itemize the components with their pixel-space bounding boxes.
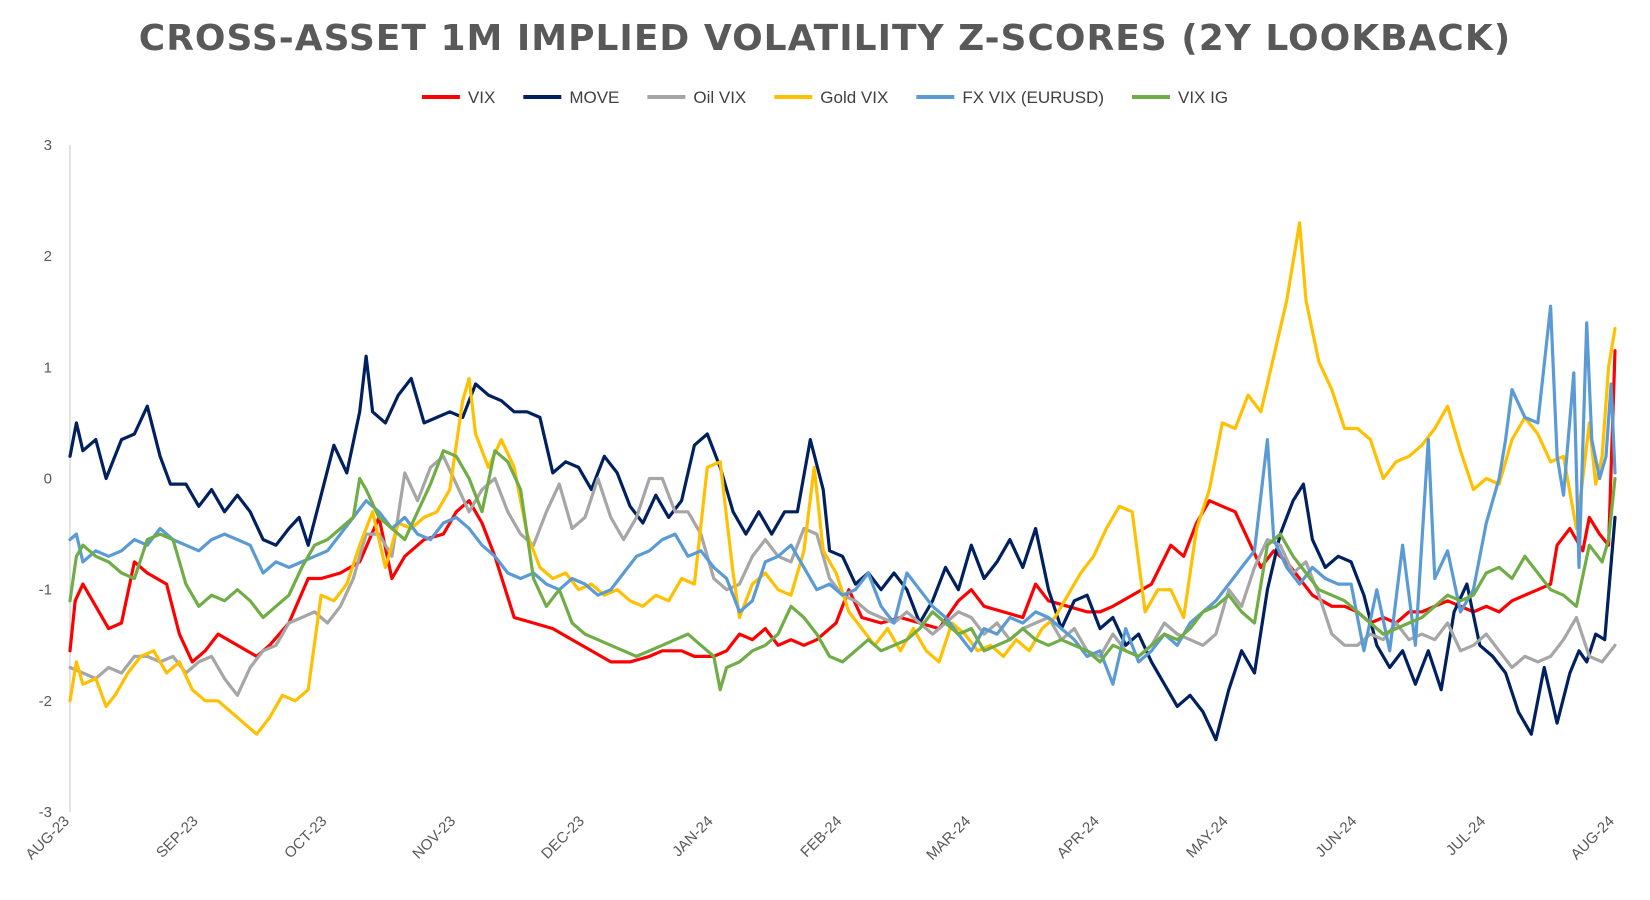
legend-label: Oil VIX xyxy=(693,88,746,107)
legend-item: FX VIX (EURUSD) xyxy=(916,88,1104,107)
chart-title: CROSS-ASSET 1M IMPLIED VOLATILITY Z-SCOR… xyxy=(138,18,1512,59)
legend-item: VIX IG xyxy=(1132,88,1228,107)
y-tick-label: 0 xyxy=(44,471,52,488)
x-tick-label: MAR-24 xyxy=(923,813,974,864)
y-tick-label: -3 xyxy=(39,804,52,821)
legend-item: VIX xyxy=(421,88,495,107)
x-tick-label: MAY-24 xyxy=(1183,813,1232,862)
x-tick-label: OCT-23 xyxy=(281,813,330,862)
x-tick-label: APR-24 xyxy=(1054,813,1103,862)
series-line xyxy=(68,349,1617,664)
x-tick-label: JAN-24 xyxy=(669,813,716,860)
x-tick-label: JUN-24 xyxy=(1312,813,1360,861)
legend-label: MOVE xyxy=(569,88,619,107)
legend: VIX MOVE Oil VIX Gold VIX FX VIX (EURUSD) VIX… xyxy=(421,88,1228,107)
x-tick-label: AUG-24 xyxy=(1567,813,1617,863)
y-tick-label: 2 xyxy=(44,248,52,265)
y-ticks: 3 2 1 0 -1 -2 -3 xyxy=(39,137,52,821)
legend-label: VIX IG xyxy=(1178,88,1228,107)
x-tick-label: NOV-23 xyxy=(409,813,459,863)
series-lines xyxy=(68,221,1617,742)
legend-label: VIX xyxy=(468,88,495,107)
series-line xyxy=(68,449,1617,692)
series-line xyxy=(68,221,1617,736)
series-line xyxy=(68,304,1617,686)
legend-label: Gold VIX xyxy=(820,88,888,107)
x-tick-label: FEB-24 xyxy=(797,813,845,861)
y-tick-label: 3 xyxy=(44,137,52,154)
legend-item: MOVE xyxy=(523,88,619,107)
legend-label: FX VIX (EURUSD) xyxy=(962,88,1104,107)
legend-item: Gold VIX xyxy=(774,88,888,107)
y-tick-label: -1 xyxy=(39,582,52,599)
y-tick-label: 1 xyxy=(44,359,52,376)
x-tick-label: DEC-23 xyxy=(538,813,588,863)
x-ticks: AUG-23 SEP-23 OCT-23 NOV-23 DEC-23 JAN-24 FEB-… xyxy=(22,813,1617,864)
series-line xyxy=(68,354,1617,742)
legend-item: Oil VIX xyxy=(647,88,746,107)
x-tick-label: JUL-24 xyxy=(1443,813,1489,859)
y-tick-label: -2 xyxy=(39,693,52,710)
x-tick-label: SEP-23 xyxy=(153,813,202,862)
